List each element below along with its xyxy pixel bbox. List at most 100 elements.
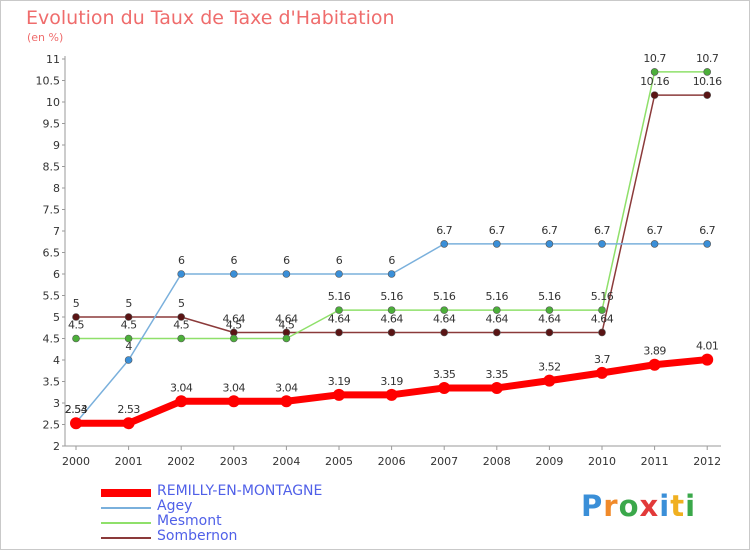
data-point-remilly-en-montagne [648, 358, 661, 371]
data-label-sombernon: 4.64 [591, 312, 614, 325]
data-point-mesmont [545, 306, 554, 314]
data-label-remilly-en-montagne: 3.19 [380, 375, 403, 388]
data-point-remilly-en-montagne [596, 366, 608, 379]
y-tick-label: 6.5 [43, 247, 61, 260]
y-tick-label: 8.5 [43, 161, 61, 174]
chart-title: Evolution du Taux de Taxe d'Habitation [26, 7, 395, 29]
data-point-remilly-en-montagne [543, 374, 556, 387]
data-label-mesmont: 4.5 [226, 319, 242, 332]
legend-label-remilly: REMILLY-EN-MONTAGNE [157, 483, 323, 499]
y-tick-label: 7 [53, 225, 60, 238]
x-tick-label: 2012 [693, 455, 721, 468]
legend-label-mesmont: Mesmont [157, 513, 222, 529]
data-point-agey [282, 270, 291, 278]
data-point-mesmont [230, 334, 238, 343]
data-label-agey: 6 [231, 254, 238, 267]
data-label-remilly-en-montagne: 3.04 [223, 381, 246, 394]
data-label-sombernon: 4.64 [380, 312, 403, 325]
data-label-mesmont: 5.16 [538, 290, 561, 303]
data-label-agey: 6 [178, 254, 185, 267]
data-point-sombernon [598, 328, 606, 337]
legend-swatch-mesmont [101, 522, 151, 524]
data-point-remilly-en-montagne [438, 381, 451, 394]
data-label-mesmont: 4.5 [278, 319, 294, 332]
data-label-remilly-en-montagne: 2.53 [117, 403, 140, 416]
data-point-mesmont [72, 334, 80, 343]
data-point-remilly-en-montagne [175, 395, 188, 408]
x-tick-label: 2001 [115, 455, 143, 468]
y-tick-label: 7.5 [43, 204, 61, 217]
data-point-remilly-en-montagne [333, 388, 345, 401]
data-label-sombernon: 5 [73, 297, 80, 310]
x-tick-label: 2006 [378, 455, 406, 468]
legend-swatch-remilly [101, 489, 151, 497]
y-tick-label: 2 [53, 440, 60, 453]
proxiti-logo: Proxiti [581, 489, 696, 523]
data-label-mesmont: 4.5 [173, 319, 189, 332]
data-point-mesmont [650, 68, 659, 76]
x-tick-label: 2005 [325, 455, 353, 468]
legend-swatch-agey [101, 507, 151, 509]
y-tick-label: 8 [53, 182, 60, 195]
axes: 22.533.544.555.566.577.588.599.51010.511… [36, 53, 722, 468]
data-label-mesmont: 5.16 [486, 290, 509, 303]
data-label-mesmont: 5.16 [433, 290, 456, 303]
data-point-agey [387, 270, 396, 278]
data-label-agey: 6 [283, 254, 290, 267]
x-tick-label: 2004 [272, 455, 300, 468]
data-point-sombernon [387, 328, 396, 337]
data-label-sombernon: 4.64 [433, 312, 456, 325]
y-tick-label: 2.5 [43, 419, 61, 432]
data-point-remilly-en-montagne [227, 395, 240, 408]
data-label-mesmont: 4.5 [121, 319, 137, 332]
y-tick-label: 4.5 [43, 333, 61, 346]
chart-subtitle: (en %) [27, 31, 64, 44]
data-point-agey [650, 240, 659, 248]
logo-letter: i [659, 489, 671, 523]
data-point-mesmont [282, 334, 291, 343]
data-point-remilly-en-montagne [701, 353, 714, 366]
data-label-sombernon: 4.64 [486, 312, 509, 325]
data-point-agey [492, 240, 501, 248]
data-point-remilly-en-montagne [280, 395, 293, 408]
data-point-agey [124, 356, 133, 364]
x-tick-label: 2011 [641, 455, 669, 468]
data-label-agey: 6 [388, 254, 395, 267]
x-tick-label: 2008 [483, 455, 511, 468]
data-point-mesmont [492, 306, 501, 314]
data-point-remilly-en-montagne [490, 381, 503, 394]
data-point-mesmont [440, 306, 449, 314]
y-tick-label: 5.5 [43, 290, 61, 303]
data-label-mesmont: 4.5 [68, 319, 84, 332]
data-point-mesmont [124, 334, 133, 343]
data-point-sombernon [703, 91, 712, 99]
data-label-remilly-en-montagne: 3.7 [594, 353, 610, 366]
data-label-sombernon: 4.64 [223, 312, 246, 325]
data-point-remilly-en-montagne [385, 388, 398, 401]
data-label-mesmont: 5.16 [328, 290, 351, 303]
x-tick-label: 2010 [588, 455, 616, 468]
data-label-remilly-en-montagne: 2.53 [65, 403, 88, 416]
data-label-agey: 6.7 [647, 224, 663, 237]
data-label-remilly-en-montagne: 3.04 [275, 381, 298, 394]
y-tick-label: 11 [46, 53, 60, 66]
x-tick-label: 2002 [167, 455, 195, 468]
data-point-sombernon [72, 313, 80, 321]
data-point-sombernon [177, 313, 185, 321]
data-label-agey: 6.7 [436, 224, 452, 237]
data-label-agey: 2.54 [65, 403, 88, 416]
data-label-remilly-en-montagne: 3.89 [643, 345, 666, 358]
y-tick-label: 9.5 [43, 118, 61, 131]
x-tick-label: 2009 [535, 455, 563, 468]
data-label-sombernon: 10.16 [693, 75, 722, 88]
data-point-agey [335, 270, 343, 278]
data-point-mesmont [335, 306, 343, 314]
y-tick-label: 6 [53, 268, 60, 281]
data-label-sombernon: 10.16 [640, 75, 669, 88]
series-layer [70, 68, 714, 430]
data-label-remilly-en-montagne: 3.35 [486, 368, 509, 381]
data-label-agey: 4 [125, 340, 132, 353]
data-point-agey [598, 240, 606, 248]
